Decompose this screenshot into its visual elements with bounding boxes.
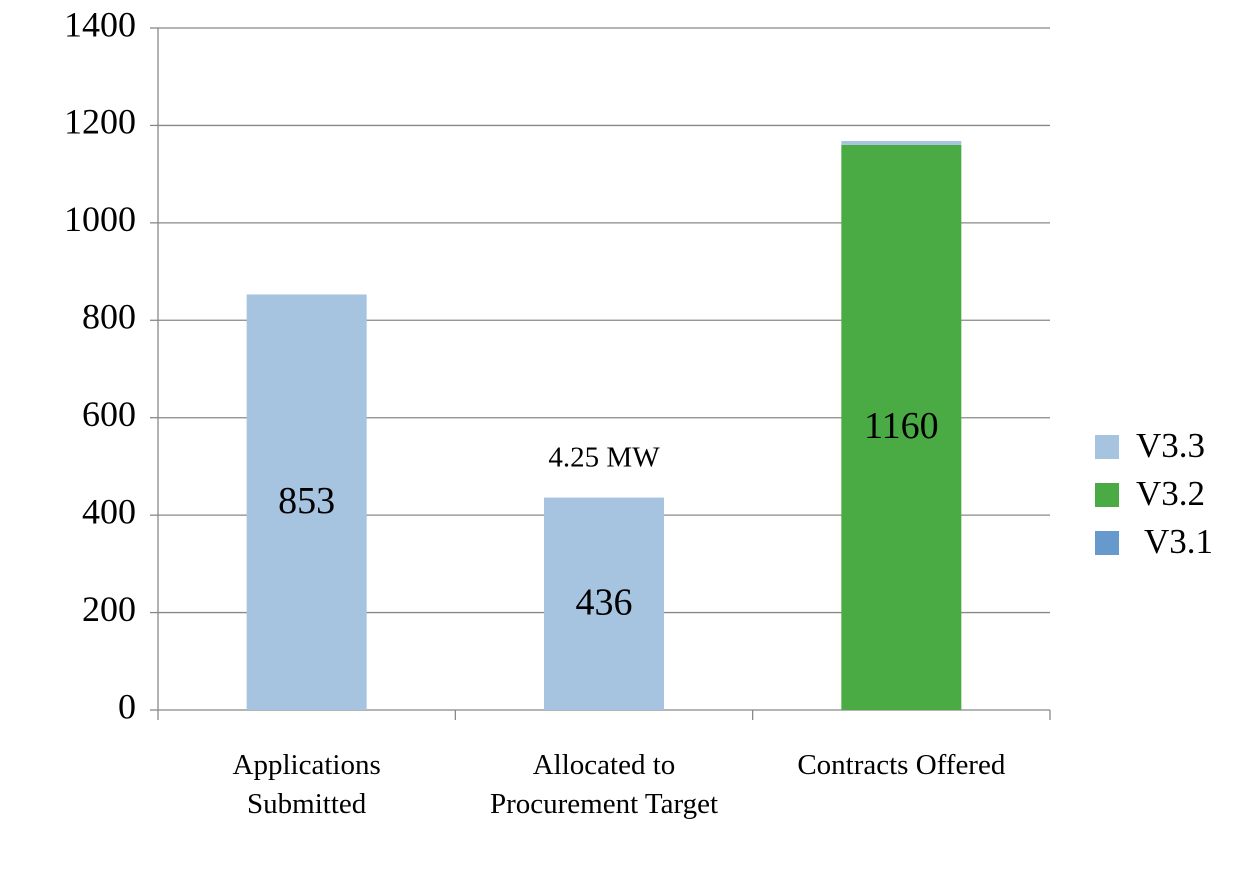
y-tick-label: 200 xyxy=(82,589,136,629)
bar-segment xyxy=(246,294,367,710)
y-tick-label: 1000 xyxy=(64,199,136,239)
legend-swatch xyxy=(1095,483,1119,507)
x-tick-label: Applications Submitted xyxy=(232,749,381,820)
data-label: 1160 xyxy=(864,405,939,447)
bar-segment xyxy=(841,144,962,710)
x-tick-label: Allocated to Procurement Target xyxy=(489,749,719,820)
legend-label: V3.3 xyxy=(1136,426,1205,465)
y-tick-label: 1400 xyxy=(64,4,136,44)
bar-segment xyxy=(544,497,664,710)
legend-label: V3.1 xyxy=(1144,522,1213,561)
y-tick-label: 0 xyxy=(118,686,136,726)
y-tick-label: 1200 xyxy=(64,102,136,142)
legend-label: V3.2 xyxy=(1136,474,1205,513)
data-label: 436 xyxy=(576,582,633,624)
legend-swatch xyxy=(1095,435,1119,459)
y-tick-label: 800 xyxy=(82,297,136,337)
x-tick-label: Contracts Offered xyxy=(797,749,1006,781)
legend-swatch xyxy=(1095,531,1119,555)
y-tick-label: 400 xyxy=(82,491,136,531)
annotation: 4.25 MW xyxy=(548,441,660,473)
data-label: 853 xyxy=(278,480,335,522)
y-tick-label: 600 xyxy=(82,394,136,434)
bar-segment xyxy=(841,141,962,145)
